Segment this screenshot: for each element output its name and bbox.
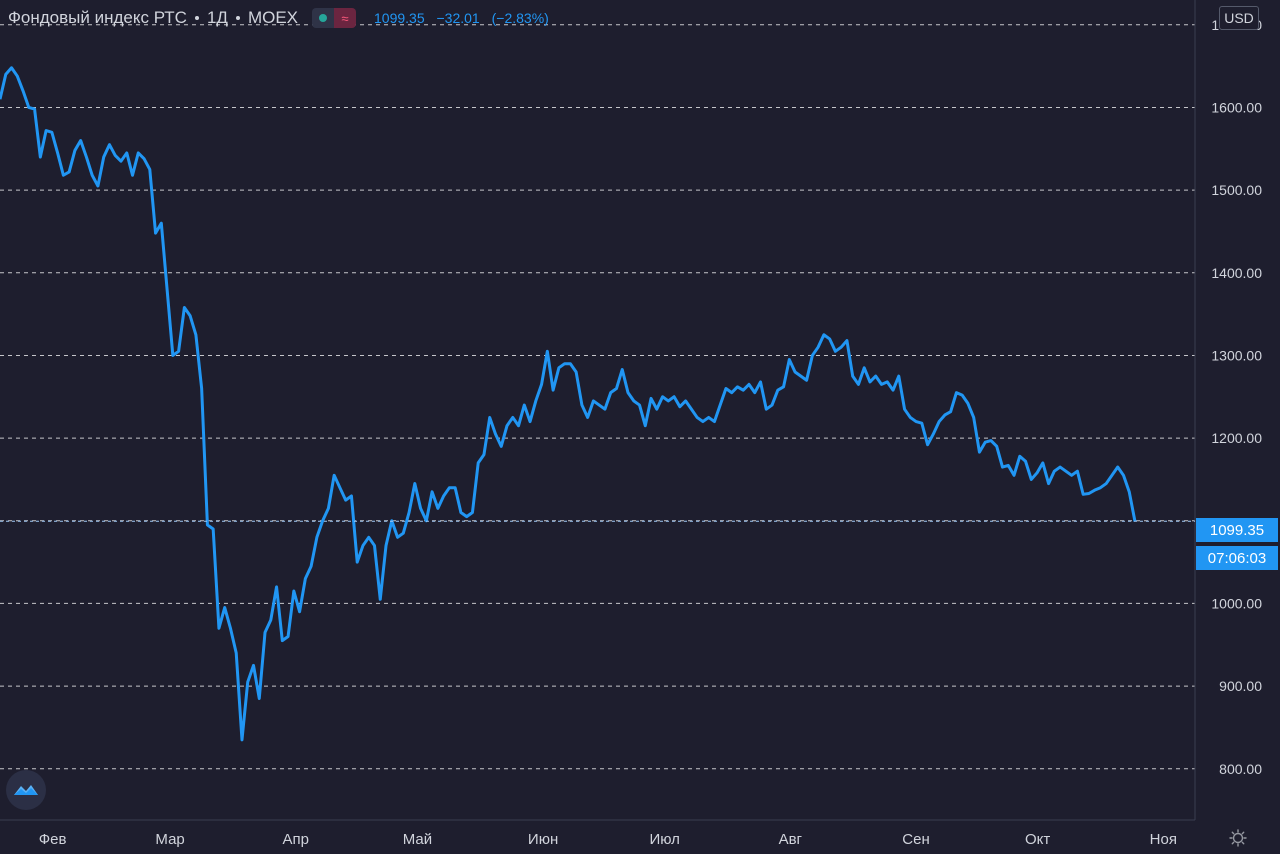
x-tick-label: Мар: [155, 831, 184, 848]
x-tick-label: Апр: [283, 831, 309, 848]
indicator-toggles: ≈: [312, 8, 356, 28]
gear-glyph: [1229, 829, 1247, 847]
market-open-dot-icon: [319, 14, 327, 22]
y-tick-label: 1600.00: [1211, 99, 1262, 115]
market-status-toggle[interactable]: [312, 8, 334, 28]
x-tick-label: Ноя: [1150, 831, 1177, 848]
y-tick-label: 800.00: [1219, 761, 1262, 777]
price-series-line[interactable]: [0, 66, 1137, 742]
chart-header: Фондовый индекс РТС 1Д MOEX ≈ 1099.35 −3…: [8, 6, 557, 30]
separator-dot: [235, 16, 240, 20]
change-percent: (−2.83%): [491, 10, 549, 26]
x-tick-label: Июн: [528, 831, 558, 848]
y-axis[interactable]: 800.00 900.00 1000.00 1200.00 1300.00 1400.00…: [1211, 17, 1262, 777]
compare-toggle-icon[interactable]: ≈: [334, 8, 356, 28]
last-value: 1099.35: [374, 10, 425, 26]
currency-button[interactable]: USD: [1219, 6, 1259, 30]
grid-layer: [0, 24, 1195, 770]
y-tick-label: 1500.00: [1211, 182, 1262, 198]
x-tick-label: Авг: [779, 831, 803, 848]
quote-values: 1099.35 −32.01 (−2.83%): [374, 10, 557, 26]
symbol-title[interactable]: Фондовый индекс РТС: [8, 8, 187, 27]
x-tick-label: Сен: [902, 831, 929, 848]
y-tick-label: 900.00: [1219, 678, 1262, 694]
logo-glyph: [14, 785, 38, 795]
y-tick-label: 1000.00: [1211, 595, 1262, 611]
last-price-label: 1099.35: [1196, 518, 1278, 542]
x-axis[interactable]: Фев Мар Апр Май Июн Июл Авг Сен Окт Ноя: [39, 831, 1177, 848]
separator-dot: [194, 16, 199, 20]
y-tick-label: 1200.00: [1211, 430, 1262, 446]
x-tick-label: Май: [403, 831, 432, 848]
x-tick-label: Фев: [39, 831, 67, 848]
change-value: −32.01: [436, 10, 480, 26]
interval-label[interactable]: 1Д: [206, 8, 228, 27]
series-layer: [0, 66, 1195, 742]
bar-countdown-label: 07:06:03: [1196, 546, 1278, 570]
tradingview-logo-icon[interactable]: [6, 770, 46, 810]
x-tick-label: Июл: [649, 831, 679, 848]
exchange-label: MOEX: [247, 8, 298, 27]
x-tick-label: Окт: [1025, 831, 1050, 848]
y-tick-label: 1400.00: [1211, 265, 1262, 281]
gear-icon[interactable]: [1226, 826, 1250, 850]
y-tick-label: 1300.00: [1211, 347, 1262, 363]
